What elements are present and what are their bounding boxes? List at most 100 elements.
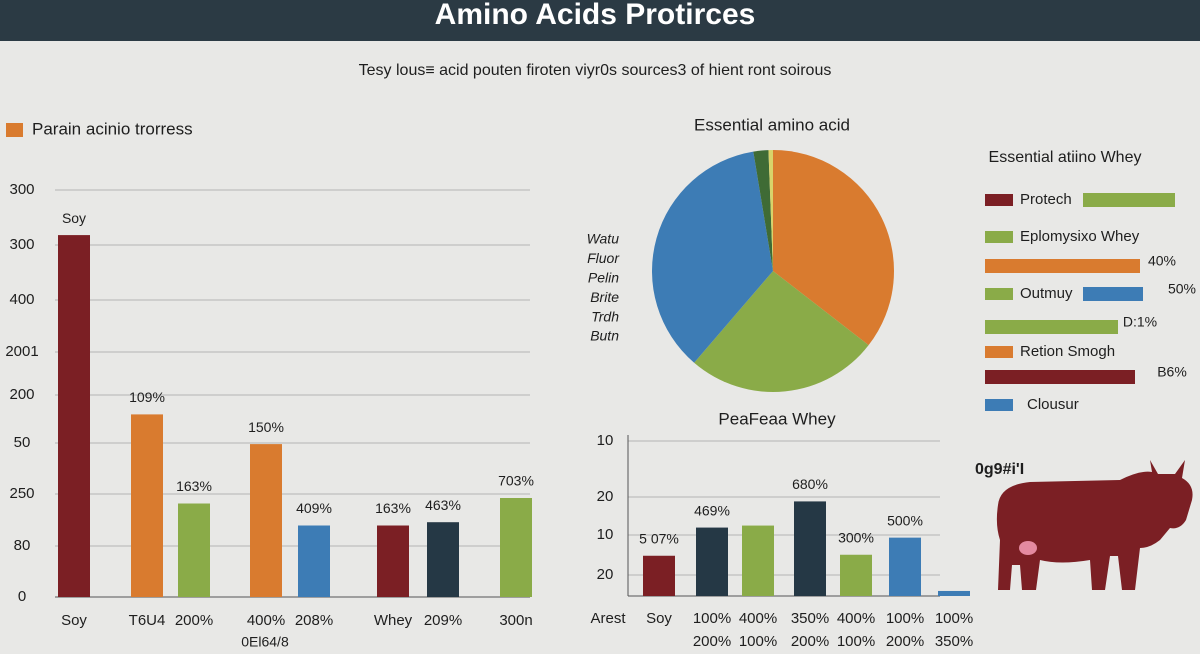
bar-label: 150% <box>248 419 284 435</box>
legend-bar-label: 50% <box>1168 281 1196 297</box>
bar <box>696 527 728 596</box>
y-label: 250 <box>9 485 34 502</box>
bar <box>938 590 970 596</box>
y-label: 400 <box>9 291 34 308</box>
legend-label: Eplomysixo Whey <box>1020 228 1140 245</box>
x-label: Soy <box>646 610 672 627</box>
bar <box>250 444 282 597</box>
y-label: 80 <box>14 537 31 554</box>
legend-label: Clousur <box>1027 396 1079 413</box>
side-label: Trdh <box>591 308 619 324</box>
x-label: 100% <box>935 610 973 627</box>
bar <box>500 498 532 597</box>
legend-label: Parain acinio trorress <box>32 119 193 138</box>
legend-bar <box>985 370 1135 384</box>
bar <box>178 503 210 597</box>
udder <box>1019 541 1037 555</box>
legend-bar-label: D:1% <box>1123 314 1157 330</box>
bar-label: Soy <box>62 210 86 226</box>
bar <box>427 522 459 597</box>
bar-label: 703% <box>498 473 534 489</box>
y-label: 200 <box>9 386 34 403</box>
legend-swatch <box>985 399 1013 411</box>
bar <box>643 555 675 596</box>
x-label-2: 200% <box>886 633 924 650</box>
x-label: Soy <box>61 612 87 629</box>
legend-bar <box>985 320 1118 334</box>
bar <box>131 414 163 597</box>
header-bar <box>0 0 1200 41</box>
y-label: 50 <box>14 434 31 451</box>
x-label: 200% <box>175 612 213 629</box>
legend-bar <box>1083 193 1175 207</box>
subtitle: Tesy lous≡ acid pouten firoten viyr0s so… <box>359 62 832 79</box>
legend-label: Retion Smogh <box>1020 343 1115 360</box>
x-label: T6U4 <box>129 612 166 629</box>
legend-swatch <box>6 123 23 137</box>
legend-bar <box>985 259 1140 273</box>
y-label: 20 <box>597 566 614 583</box>
legend-swatch <box>985 194 1013 206</box>
bar-label: 680% <box>792 476 828 492</box>
legend-bar <box>1083 287 1143 301</box>
x-axis-label: Arest <box>590 610 626 627</box>
pie-slice <box>652 151 773 363</box>
legend-swatch <box>985 346 1013 358</box>
y-label: 2001 <box>5 343 38 360</box>
y-label: 300 <box>9 181 34 198</box>
bar-label: 163% <box>176 478 212 494</box>
bar <box>377 525 409 597</box>
pie-slice <box>694 271 869 392</box>
x-label: 400% <box>739 610 777 627</box>
legend-swatch <box>985 288 1013 300</box>
side-label: Butn <box>590 328 619 344</box>
bar <box>889 537 921 596</box>
pie-slice <box>768 150 773 271</box>
bar <box>840 554 872 596</box>
x-label-2: 200% <box>791 633 829 650</box>
bar-label: 163% <box>375 500 411 516</box>
x-label: 400% <box>247 612 285 629</box>
y-label: 20 <box>597 488 614 505</box>
x-label: 208% <box>295 612 333 629</box>
cow <box>996 460 1193 590</box>
panel-title: Essential atiino Whey <box>989 149 1142 166</box>
x-label: 100% <box>886 610 924 627</box>
pie-title: Essential amino acid <box>694 115 850 134</box>
bar-label: 463% <box>425 497 461 513</box>
legend-label: Protech <box>1020 191 1072 208</box>
side-label: Fluor <box>587 250 620 266</box>
legend-label: Outmuy <box>1020 285 1073 302</box>
title: Amino Acids Protirces <box>435 0 756 31</box>
cow-text: 0g9#i'I <box>975 461 1024 478</box>
x-label-2: 100% <box>837 633 875 650</box>
chart-title: PeaFeaa Whey <box>718 409 836 428</box>
bar-label: 5 07% <box>639 530 679 546</box>
x-label: 209% <box>424 612 462 629</box>
side-label: Watu <box>587 231 620 247</box>
y-label: 10 <box>597 526 614 543</box>
bar <box>58 235 90 597</box>
legend-swatch <box>985 231 1013 243</box>
x-label-2: 100% <box>739 633 777 650</box>
bar-label: 109% <box>129 389 165 405</box>
bar <box>742 525 774 596</box>
x-label-2: 200% <box>693 633 731 650</box>
x-label: 300n <box>499 612 532 629</box>
cow-illustration: 0g9#i'I <box>975 460 1193 590</box>
y-label: 0 <box>18 588 26 605</box>
y-label: 300 <box>9 236 34 253</box>
legend-bar-label: 40% <box>1148 253 1176 269</box>
side-label: Pelin <box>588 270 619 286</box>
x-label-2: 350% <box>935 633 973 650</box>
x-label: Whey <box>374 612 413 629</box>
bar-label: 500% <box>887 512 923 528</box>
side-label: Brite <box>590 289 619 305</box>
pie-slice <box>773 150 894 346</box>
x-label: 400% <box>837 610 875 627</box>
bar-label: 300% <box>838 529 874 545</box>
bar <box>794 501 826 596</box>
bar-label: 409% <box>296 500 332 516</box>
bar <box>298 525 330 597</box>
x-label: 100% <box>693 610 731 627</box>
